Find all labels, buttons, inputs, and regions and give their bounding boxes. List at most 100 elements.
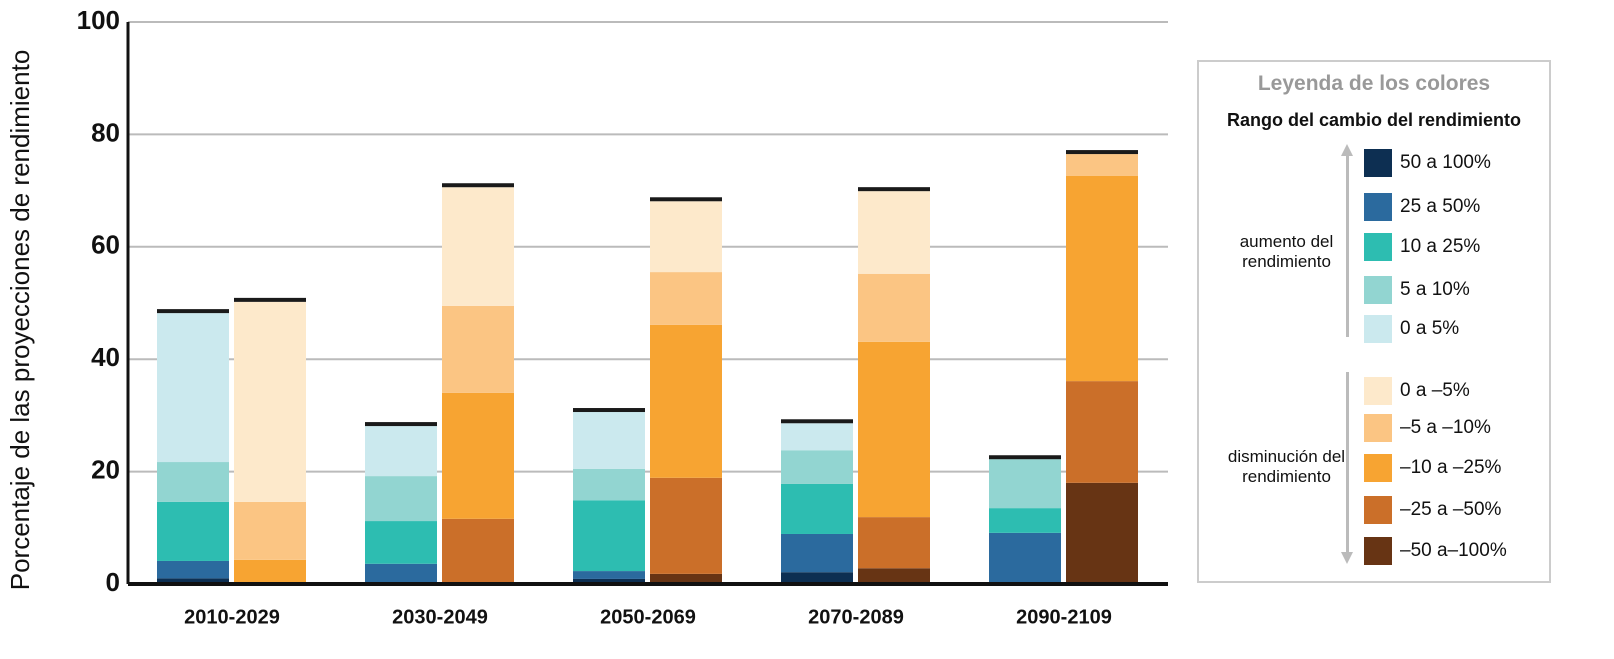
bar-segment [650, 201, 722, 273]
x-tick-label: 2070-2089 [808, 606, 904, 628]
y-tick-label: 80 [91, 117, 120, 147]
legend-item: 10 a 25% [1364, 233, 1480, 261]
bar-segment [1066, 381, 1138, 483]
bar-segment [157, 501, 229, 561]
legend-subtitle: Rango del cambio del rendimiento [1226, 110, 1522, 130]
bar-segment [234, 501, 306, 560]
bar-segment [858, 273, 930, 342]
legend-label: 25 a 50% [1400, 196, 1481, 217]
bar-segment [573, 468, 645, 501]
arrow-head [1341, 552, 1353, 564]
y-tick-label: 100 [77, 5, 120, 35]
legend: Leyenda de los colores Rango del cambio … [1197, 60, 1551, 583]
legend-item: –50 a–100% [1364, 537, 1507, 565]
bar-segment [650, 477, 722, 574]
y-tick-label: 40 [91, 342, 120, 372]
bar-cap [650, 197, 722, 202]
bar-segment [781, 450, 853, 484]
arrow-head [1341, 144, 1353, 156]
x-tick-label: 2050-2069 [600, 606, 696, 628]
bar-segment [573, 578, 645, 584]
bar-segment [573, 412, 645, 469]
bar-segment [989, 459, 1061, 509]
bar-segment [157, 560, 229, 579]
bar-segment [365, 521, 437, 564]
legend-swatch [1364, 414, 1392, 442]
legend-label: 5 a 10% [1400, 279, 1470, 300]
legend-item: 0 a 5% [1364, 315, 1459, 343]
legend-item: –25 a –50% [1364, 496, 1501, 524]
legend-item: 50 a 100% [1364, 149, 1491, 177]
legend-item: 5 a 10% [1364, 276, 1470, 304]
y-tick-label: 20 [91, 454, 120, 484]
legend-swatch [1364, 537, 1392, 565]
bar-segment [781, 572, 853, 584]
bar-segment [989, 532, 1061, 584]
bar-segment [781, 533, 853, 573]
bar-segment [858, 517, 930, 569]
bar-cap [573, 408, 645, 413]
bar-segment [157, 578, 229, 584]
legend-swatch [1364, 454, 1392, 482]
legend-swatch [1364, 193, 1392, 221]
bar-segment [781, 423, 853, 451]
bar-cap [781, 419, 853, 424]
legend-label: 50 a 100% [1400, 152, 1491, 173]
bar-cap [1066, 150, 1138, 155]
bar-cap [442, 183, 514, 188]
bar-cap [858, 187, 930, 192]
legend-swatch [1364, 377, 1392, 405]
bar-segment [365, 476, 437, 522]
bar-segment [650, 324, 722, 478]
y-tick-label: 0 [106, 567, 120, 597]
bar-segment [1066, 482, 1138, 584]
legend-swatch [1364, 149, 1392, 177]
legend-swatch [1364, 233, 1392, 261]
legend-swatch [1364, 276, 1392, 304]
arrow-up [1346, 154, 1349, 337]
bar-segment [442, 518, 514, 584]
legend-label: –5 a –10% [1400, 417, 1491, 438]
legend-item: –10 a –25% [1364, 454, 1501, 482]
y-axis-label: Porcentaje de las proyecciones de rendim… [5, 50, 35, 591]
bar-segment [365, 563, 437, 584]
bar-segment [573, 500, 645, 572]
legend-item: 0 a –5% [1364, 377, 1470, 405]
legend-label: –10 a –25% [1400, 457, 1502, 478]
legend-label: 10 a 25% [1400, 236, 1481, 257]
bar-segment [157, 313, 229, 463]
bar-segment [573, 571, 645, 579]
arrow-down [1346, 372, 1349, 555]
legend-item: –5 a –10% [1364, 414, 1491, 442]
legend-label: 0 a –5% [1400, 380, 1470, 401]
bar-segment [781, 483, 853, 534]
legend-group-label: disminución del rendimiento [1227, 447, 1346, 486]
bar-segment [234, 559, 306, 584]
bar-segment [1066, 175, 1138, 382]
legend-label: –50 a–100% [1400, 540, 1507, 561]
legend-swatch [1364, 315, 1392, 343]
legend-swatch [1364, 496, 1392, 524]
bar-segment [234, 301, 306, 502]
x-tick-label: 2010-2029 [184, 606, 280, 628]
bar-segment [650, 272, 722, 325]
bar-segment [442, 187, 514, 306]
legend-label: –25 a –50% [1400, 499, 1502, 520]
bar-segment [858, 191, 930, 274]
legend-group-label: aumento del rendimiento [1239, 232, 1334, 271]
bar-cap [989, 455, 1061, 460]
bar-segment [989, 508, 1061, 533]
bar-segment [650, 573, 722, 584]
x-tick-label: 2090-2109 [1016, 606, 1112, 628]
bar-segment [365, 426, 437, 477]
legend-item: 25 a 50% [1364, 193, 1480, 221]
bar-segment [442, 305, 514, 393]
bar-segment [157, 462, 229, 502]
bar-segment [858, 341, 930, 518]
chart: Porcentaje de las proyecciones de rendim… [5, 5, 1168, 628]
bar-segment [1066, 154, 1138, 176]
bar-cap [234, 297, 306, 302]
bar-segment [442, 392, 514, 519]
bar-cap [365, 422, 437, 427]
